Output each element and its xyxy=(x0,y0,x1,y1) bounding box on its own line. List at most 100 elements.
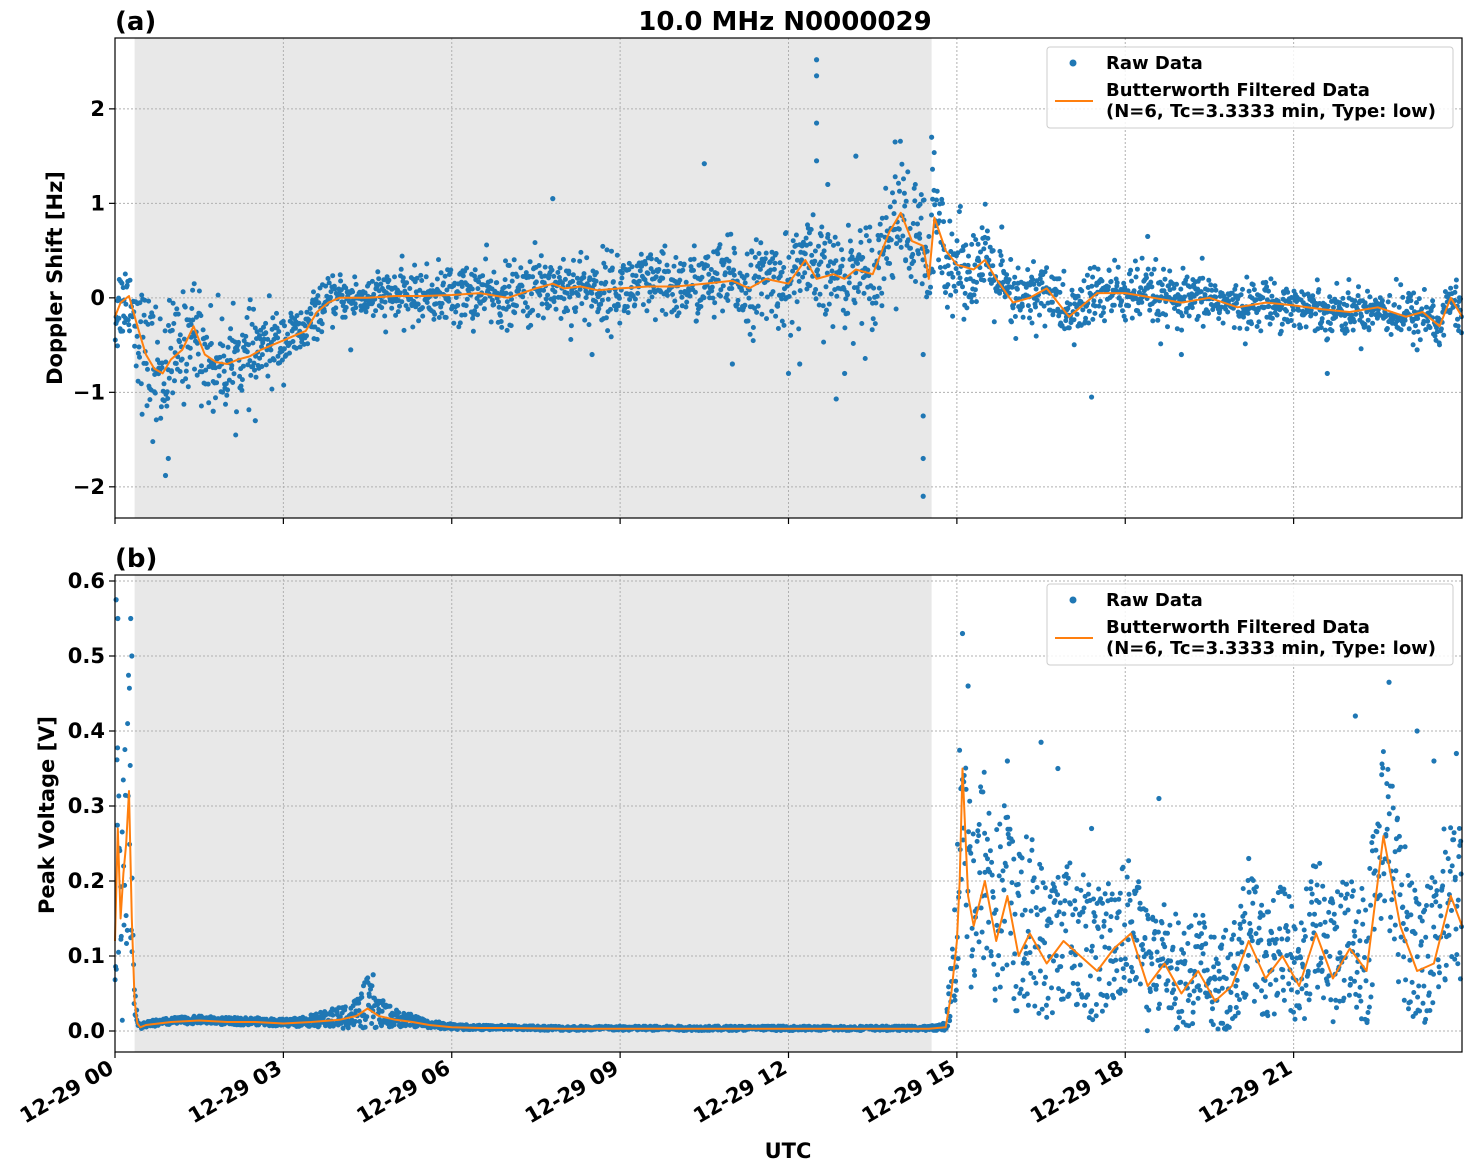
panel-a-raw-point xyxy=(701,161,707,167)
panel-a-raw-point xyxy=(920,455,926,462)
x-tick-label: 12-29 00 xyxy=(16,1056,118,1129)
panel-a-raw-point xyxy=(920,493,926,499)
panel-b-gridlines xyxy=(114,575,1462,1052)
panel-a-y-tick-label: −1 xyxy=(73,380,105,404)
panel-b-legend-raw-label: Raw Data xyxy=(1106,590,1203,611)
panel-a-filtered-line-group xyxy=(114,211,1463,375)
panel-a-raw-point xyxy=(1414,347,1420,353)
panel-a-raw-point xyxy=(165,455,171,462)
panel-b-raw-point xyxy=(370,972,376,978)
panel-b-raw-point xyxy=(965,683,971,689)
panel-b-raw-point xyxy=(1246,855,1252,862)
panel-b-raw-point xyxy=(1352,713,1358,719)
panel-a-doppler-shift: −2 −1 0 1 2 (a) 10.0 MHz N0000029 Doppler Sh… xyxy=(43,7,1465,524)
panel-b-raw-point xyxy=(1055,765,1061,772)
chart-title: 10.0 MHz N0000029 xyxy=(638,7,931,37)
panel-b-peak-voltage: 12-29 00 12-29 03 12-29 06 12-29 09 12-29 12… xyxy=(16,544,1465,1163)
panel-a-raw-point xyxy=(825,181,831,188)
panel-a-legend: Raw Data Butterworth Filtered Data (N=6,… xyxy=(1046,46,1454,129)
panel-b-legend-raw-marker xyxy=(1069,596,1077,604)
panel-b-raw-point xyxy=(959,630,966,637)
panel-b-night-shade xyxy=(134,575,932,1052)
panel-b-raw-point xyxy=(1156,795,1162,802)
panel-b-y-tick-label: 0.1 xyxy=(68,944,105,968)
panel-b-shaded-region xyxy=(134,575,932,1052)
panel-a-legend-filtered-label: Butterworth Filtered Data xyxy=(1106,80,1370,101)
panel-b-raw-point xyxy=(128,615,134,622)
panel-b-y-tick-label: 0.2 xyxy=(68,869,105,893)
panel-a-raw-point xyxy=(813,57,820,63)
x-tick-label: 12-29 18 xyxy=(1026,1056,1128,1129)
panel-a-raw-point xyxy=(920,351,926,358)
panel-a-raw-point xyxy=(162,472,169,479)
x-tick-label: 12-29 15 xyxy=(858,1056,960,1129)
panel-b-y-tick-label: 0.5 xyxy=(68,644,105,668)
panel-b-raw-point xyxy=(1431,758,1437,764)
panel-a-raw-point xyxy=(252,418,258,424)
x-tick-label: 12-29 12 xyxy=(689,1056,791,1129)
panel-a-y-axis-title: Doppler Shift [Hz] xyxy=(43,171,67,385)
panel-b-x-ticks: 12-29 00 12-29 03 12-29 06 12-29 09 12-29 12… xyxy=(16,1052,1296,1128)
x-tick-label: 12-29 06 xyxy=(352,1056,454,1129)
panel-a-y-tick-label: 2 xyxy=(90,97,105,121)
panel-a-legend-box xyxy=(1046,46,1454,129)
panel-a-y-ticks: −2 −1 0 1 2 xyxy=(73,97,115,499)
panel-a-raw-point xyxy=(929,134,935,140)
panel-a-raw-point xyxy=(892,139,898,145)
panel-a-raw-point xyxy=(1145,233,1151,240)
panel-a-raw-point xyxy=(797,361,803,367)
panel-a-raw-point xyxy=(813,158,820,164)
panel-a-raw-point xyxy=(1178,351,1184,358)
panel-a-raw-point xyxy=(348,347,354,353)
panel-b-y-axis-title: Peak Voltage [V] xyxy=(35,716,59,914)
panel-a-y-tick-label: 0 xyxy=(90,286,105,310)
panel-b-filtered-line-group xyxy=(114,767,1463,1030)
panel-a-raw-point xyxy=(210,408,216,414)
panel-b-raw-point xyxy=(1453,750,1459,757)
panel-b-raw-point xyxy=(1004,758,1010,764)
panel-b-legend-filtered-label: Butterworth Filtered Data xyxy=(1106,617,1370,638)
panel-a-raw-point xyxy=(813,73,820,79)
panel-b-raw-point xyxy=(1088,825,1095,832)
panel-a-raw-point xyxy=(813,120,820,126)
panel-a-raw-point xyxy=(920,413,926,419)
panel-a-y-tick-label: −2 xyxy=(73,475,105,499)
panel-b-label: (b) xyxy=(115,544,157,574)
panel-a-y-tick-label: 1 xyxy=(90,191,105,215)
panel-b-y-tick-label: 0.4 xyxy=(68,719,105,743)
panel-a-raw-point xyxy=(853,153,859,159)
panel-a-legend-raw-label: Raw Data xyxy=(1106,53,1203,74)
panel-a-legend-raw-marker xyxy=(1069,59,1077,67)
x-tick-label: 12-29 21 xyxy=(1194,1056,1296,1129)
panel-b-y-tick-label: 0.6 xyxy=(68,569,105,593)
panel-b-y-tick-label: 0.0 xyxy=(68,1019,105,1043)
panel-b-raw-point xyxy=(1038,739,1044,745)
panel-a-raw-point xyxy=(785,370,792,377)
panel-a-raw-point xyxy=(589,351,595,358)
panel-b-raw-point xyxy=(129,653,135,659)
panel-a-raw-point xyxy=(550,196,556,202)
panel-b-legend-box xyxy=(1046,583,1454,666)
panel-a-raw-point xyxy=(842,370,848,377)
panel-a-raw-point xyxy=(999,224,1005,230)
x-tick-label: 12-29 03 xyxy=(184,1056,286,1129)
panel-a-raw-point xyxy=(1324,370,1330,377)
panel-a-raw-point xyxy=(833,396,839,402)
panel-b-raw-point xyxy=(1414,728,1420,734)
panel-a-label: (a) xyxy=(115,7,156,37)
x-tick-label: 12-29 09 xyxy=(521,1056,623,1129)
panel-a-filtered-line xyxy=(114,211,1463,375)
x-axis-title: UTC xyxy=(765,1139,812,1163)
panel-b-legend-filtered-params: (N=6, Tc=3.3333 min, Type: low) xyxy=(1106,638,1436,659)
panel-b-y-ticks: 0.0 0.1 0.2 0.3 0.4 0.5 0.6 xyxy=(68,569,115,1043)
panel-b-raw-point xyxy=(115,615,121,622)
panel-a-x-ticks xyxy=(114,518,1295,524)
panel-a-raw-point xyxy=(729,361,735,367)
panel-a-legend-filtered-params: (N=6, Tc=3.3333 min, Type: low) xyxy=(1106,101,1436,122)
panel-b-raw-point xyxy=(1386,679,1392,685)
panel-b-legend: Raw Data Butterworth Filtered Data (N=6,… xyxy=(1046,583,1454,666)
panel-b-raw-point xyxy=(113,597,119,603)
panel-a-raw-point xyxy=(1088,394,1095,400)
panel-b-y-tick-label: 0.3 xyxy=(68,794,105,818)
